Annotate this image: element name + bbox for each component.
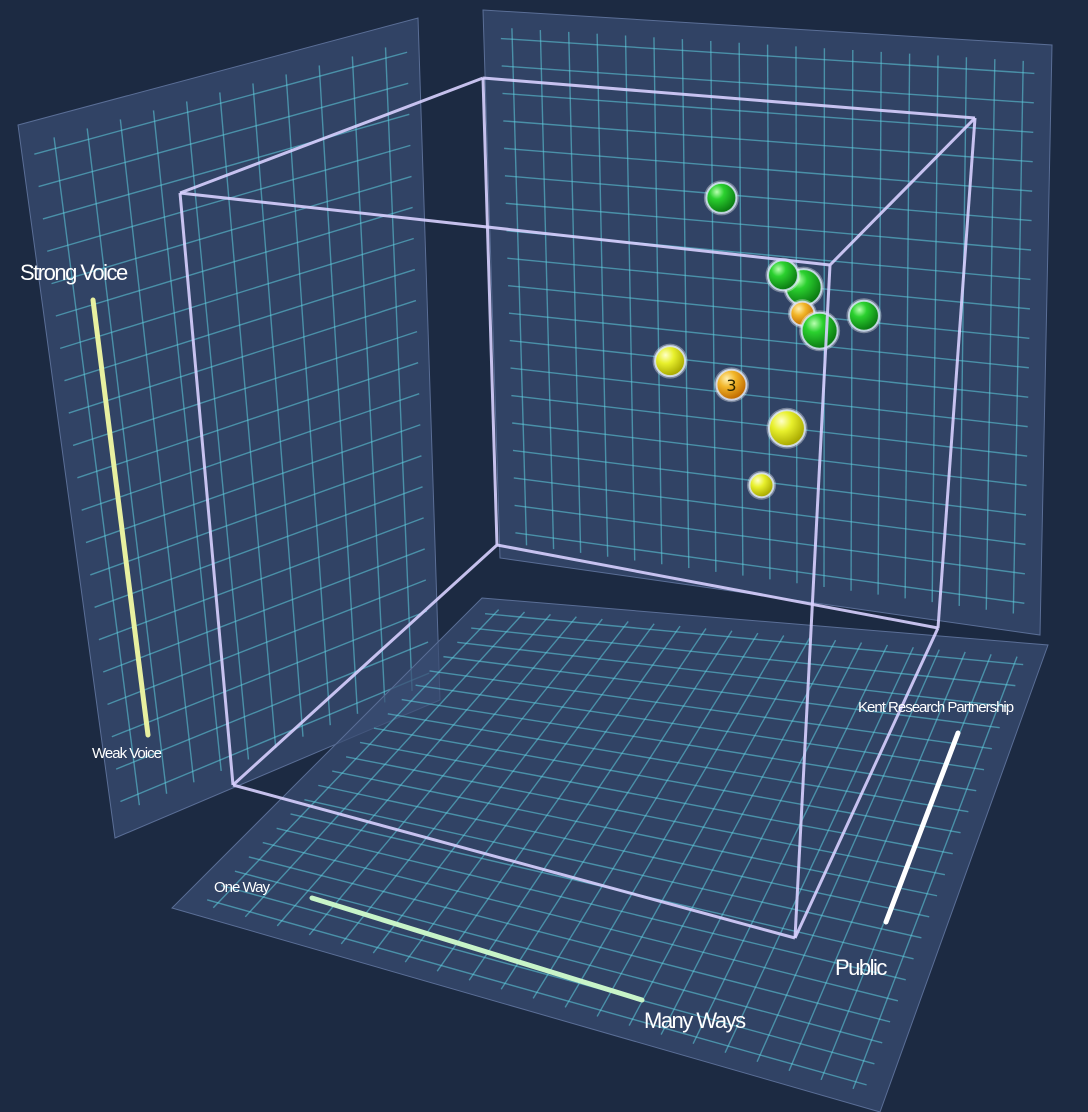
yellow-data-point[interactable] — [766, 407, 808, 449]
grid-panels — [17, 9, 1053, 1112]
orange-data-point[interactable]: 3 — [713, 367, 749, 403]
cube-edge — [496, 543, 939, 630]
left-grid-panel — [17, 17, 441, 839]
cube-front-edges — [178, 76, 977, 940]
voice-axis-line — [90, 297, 151, 738]
ways-axis-min-label: One Way — [214, 879, 270, 896]
cube-edge — [179, 76, 484, 195]
partnership-axis-min-label: Public — [835, 955, 887, 980]
cube-edge — [178, 192, 235, 786]
data-point-label: 3 — [726, 376, 736, 395]
voice-axis-min-label: Weak Voice — [92, 745, 162, 762]
cube-edge — [793, 627, 940, 939]
data-points: 3 — [652, 180, 882, 500]
yellow-data-point[interactable] — [746, 470, 776, 500]
green-data-point[interactable] — [703, 180, 739, 216]
cube-edge — [179, 191, 831, 267]
back-grid-panel — [482, 9, 1053, 636]
cube-edge — [828, 116, 977, 267]
ways-axis-max-label: Many Ways — [644, 1008, 746, 1033]
partnership-axis-max-label: Kent Research Partnership — [858, 699, 1014, 716]
floor-grid-panel — [171, 597, 1049, 1112]
ways-axis-line — [309, 895, 645, 1003]
yellow-data-point[interactable] — [652, 343, 688, 379]
voice-axis-max-label: Strong Voice — [20, 260, 128, 285]
cube-edge — [793, 264, 832, 939]
cube-edge — [936, 117, 977, 629]
cube-edge — [231, 543, 499, 787]
cube-edge — [481, 77, 499, 546]
cube-back-edges — [231, 77, 977, 787]
partnership-axis-line — [883, 730, 961, 925]
green-data-point[interactable] — [765, 257, 801, 293]
cube-edge — [482, 76, 976, 120]
green-data-point[interactable] — [846, 298, 882, 334]
green-data-point[interactable] — [799, 310, 841, 352]
cube-edge — [232, 783, 796, 940]
